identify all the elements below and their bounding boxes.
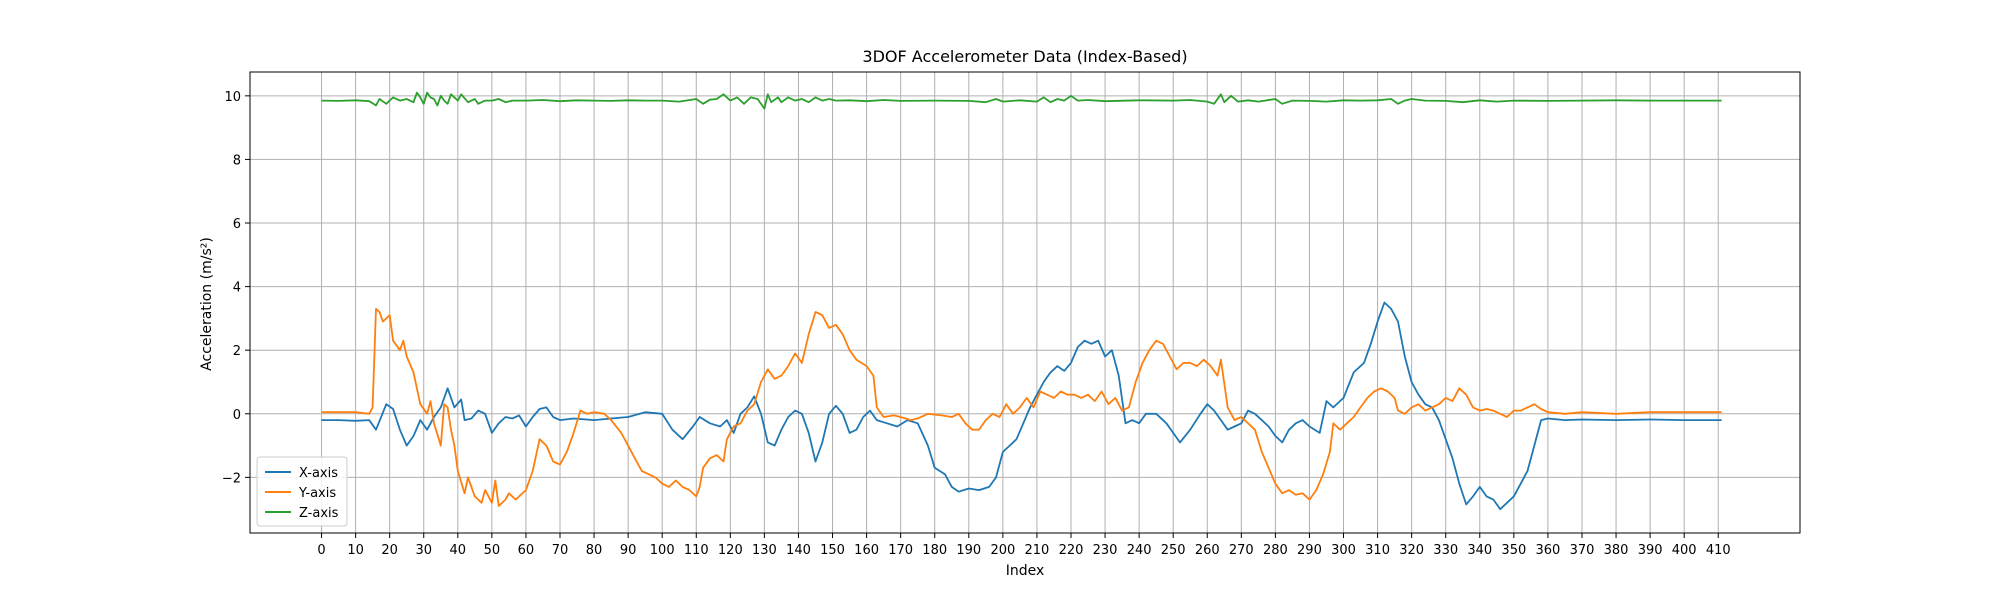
x-tick-label: 240 [1127, 543, 1152, 558]
legend-label: Z-axis [299, 506, 339, 521]
x-tick-label: 160 [854, 543, 879, 558]
x-tick-label: 40 [450, 543, 467, 558]
x-tick-label: 200 [990, 543, 1015, 558]
x-tick-label: 110 [684, 543, 709, 558]
x-tick-label: 350 [1501, 543, 1526, 558]
plot-area: 0 10 20 30 40 50 60 70 80 90 100 110 120 130 140 150 160… [222, 71, 1801, 558]
x-tick-label: 330 [1433, 543, 1458, 558]
x-tick-label: 230 [1093, 543, 1118, 558]
x-tick-label: 190 [956, 543, 981, 558]
y-axis-label: Acceleration (m/s²) [199, 237, 215, 371]
x-tick-label: 370 [1570, 543, 1595, 558]
x-tick-label: 180 [922, 543, 947, 558]
legend-label: X-axis [299, 466, 338, 481]
x-tick-label: 80 [586, 543, 603, 558]
legend-box [256, 456, 348, 527]
x-tick-label: 410 [1706, 543, 1731, 558]
x-tick-label: 360 [1535, 543, 1560, 558]
series-line-y-axis [321, 308, 1722, 507]
x-tick-label: 10 [347, 543, 364, 558]
legend: X-axis Y-axis Z-axis [256, 456, 348, 527]
x-tick-label: 100 [650, 543, 675, 558]
x-tick-label: 120 [718, 543, 743, 558]
x-tick-label: 210 [1025, 543, 1050, 558]
x-tick-label: 150 [820, 543, 845, 558]
x-axis-label: Index [1006, 563, 1045, 579]
x-tick-label: 340 [1467, 543, 1492, 558]
y-tick-label: 4 [233, 281, 241, 296]
y-tick-label: 2 [233, 344, 241, 359]
x-tick-label: 90 [620, 543, 637, 558]
legend-label: Y-axis [298, 486, 336, 501]
x-tick-label: 300 [1331, 543, 1356, 558]
x-tick-label: 140 [786, 543, 811, 558]
x-tick-label: 280 [1263, 543, 1288, 558]
x-tick-label: 220 [1059, 543, 1084, 558]
y-tick-label: 0 [233, 408, 241, 423]
axes-frame [249, 71, 1801, 534]
x-tick-label: 0 [317, 543, 325, 558]
x-tick-label: 20 [381, 543, 398, 558]
chart-title: 3DOF Accelerometer Data (Index-Based) [862, 47, 1187, 66]
x-tick-label: 310 [1365, 543, 1390, 558]
x-tick-label: 70 [552, 543, 569, 558]
x-tick-label: 320 [1399, 543, 1424, 558]
x-tick-label: 60 [518, 543, 535, 558]
x-tick-label: 170 [888, 543, 913, 558]
x-tick-label: 270 [1229, 543, 1254, 558]
y-tick-label: 10 [224, 90, 241, 105]
x-tick-label: 260 [1195, 543, 1220, 558]
series-line-x-axis [321, 301, 1722, 511]
x-tick-label: 380 [1604, 543, 1629, 558]
x-tick-label: 390 [1638, 543, 1663, 558]
y-tick-label: −2 [222, 471, 241, 486]
series-line-z-axis [321, 91, 1722, 110]
x-tick-label: 130 [752, 543, 777, 558]
y-tick-label: 8 [233, 153, 241, 168]
x-tick-label: 50 [484, 543, 501, 558]
x-tick-label: 400 [1672, 543, 1697, 558]
y-tick-label: 6 [233, 217, 241, 232]
x-tick-label: 250 [1161, 543, 1186, 558]
x-tick-label: 30 [415, 543, 432, 558]
x-tick-label: 290 [1297, 543, 1322, 558]
